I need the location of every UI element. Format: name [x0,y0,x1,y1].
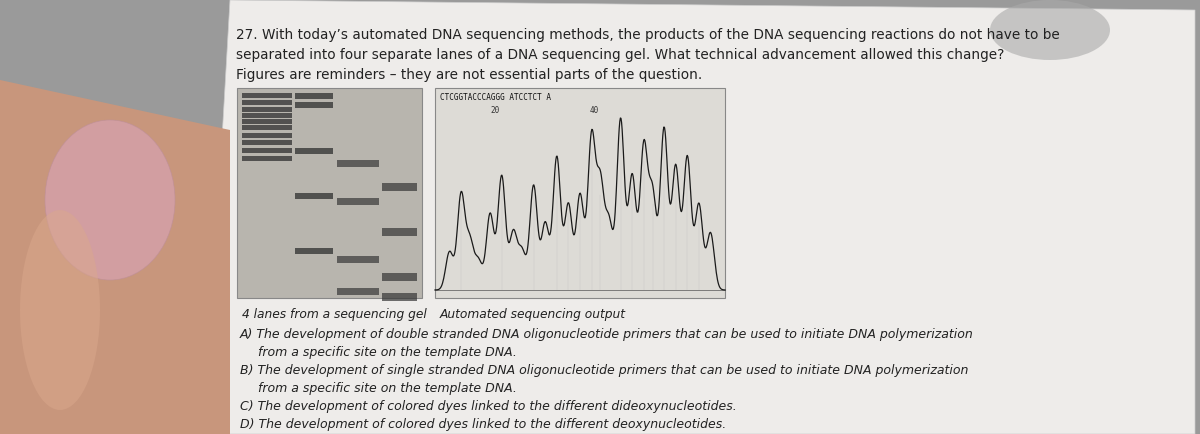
FancyBboxPatch shape [242,156,292,161]
Text: from a specific site on the template DNA.: from a specific site on the template DNA… [258,382,517,395]
FancyBboxPatch shape [295,148,334,154]
FancyBboxPatch shape [337,160,379,167]
Ellipse shape [990,0,1110,60]
Text: A) The development of double stranded DNA oligonucleotide primers that can be us: A) The development of double stranded DN… [240,328,973,341]
FancyBboxPatch shape [242,148,292,153]
Text: C) The development of colored dyes linked to the different dideoxynucleotides.: C) The development of colored dyes linke… [240,400,737,413]
Text: B) The development of single stranded DNA oligonucleotide primers that can be us: B) The development of single stranded DN… [240,364,968,377]
FancyBboxPatch shape [242,113,292,118]
FancyBboxPatch shape [242,107,292,112]
Text: from a specific site on the template DNA.: from a specific site on the template DNA… [258,346,517,359]
Text: D) The development of colored dyes linked to the different deoxynucleotides.: D) The development of colored dyes linke… [240,418,726,431]
FancyBboxPatch shape [242,133,292,138]
FancyBboxPatch shape [238,88,422,298]
Text: 4 lanes from a sequencing gel: 4 lanes from a sequencing gel [242,308,427,321]
Ellipse shape [20,210,100,410]
Text: Figures are reminders – they are not essential parts of the question.: Figures are reminders – they are not ess… [236,68,702,82]
FancyBboxPatch shape [382,183,418,191]
Polygon shape [205,0,1195,434]
FancyBboxPatch shape [295,248,334,254]
FancyBboxPatch shape [382,293,418,301]
Text: 20: 20 [490,106,499,115]
FancyBboxPatch shape [242,100,292,105]
FancyBboxPatch shape [242,125,292,130]
FancyBboxPatch shape [242,140,292,145]
Text: 27. With today’s automated DNA sequencing methods, the products of the DNA seque: 27. With today’s automated DNA sequencin… [236,28,1060,42]
FancyBboxPatch shape [295,102,334,108]
FancyBboxPatch shape [337,256,379,263]
Text: 40: 40 [590,106,599,115]
FancyBboxPatch shape [295,93,334,99]
FancyBboxPatch shape [382,228,418,236]
Text: Automated sequencing output: Automated sequencing output [440,308,626,321]
FancyBboxPatch shape [337,198,379,205]
Polygon shape [0,80,230,434]
FancyBboxPatch shape [337,288,379,295]
Text: separated into four separate lanes of a DNA sequencing gel. What technical advan: separated into four separate lanes of a … [236,48,1004,62]
Ellipse shape [46,120,175,280]
FancyBboxPatch shape [242,119,292,124]
FancyBboxPatch shape [436,88,725,298]
Text: CTCGGTACCCAGGG ATCCTCT A: CTCGGTACCCAGGG ATCCTCT A [440,93,551,102]
FancyBboxPatch shape [295,193,334,199]
FancyBboxPatch shape [382,273,418,281]
FancyBboxPatch shape [242,93,292,98]
